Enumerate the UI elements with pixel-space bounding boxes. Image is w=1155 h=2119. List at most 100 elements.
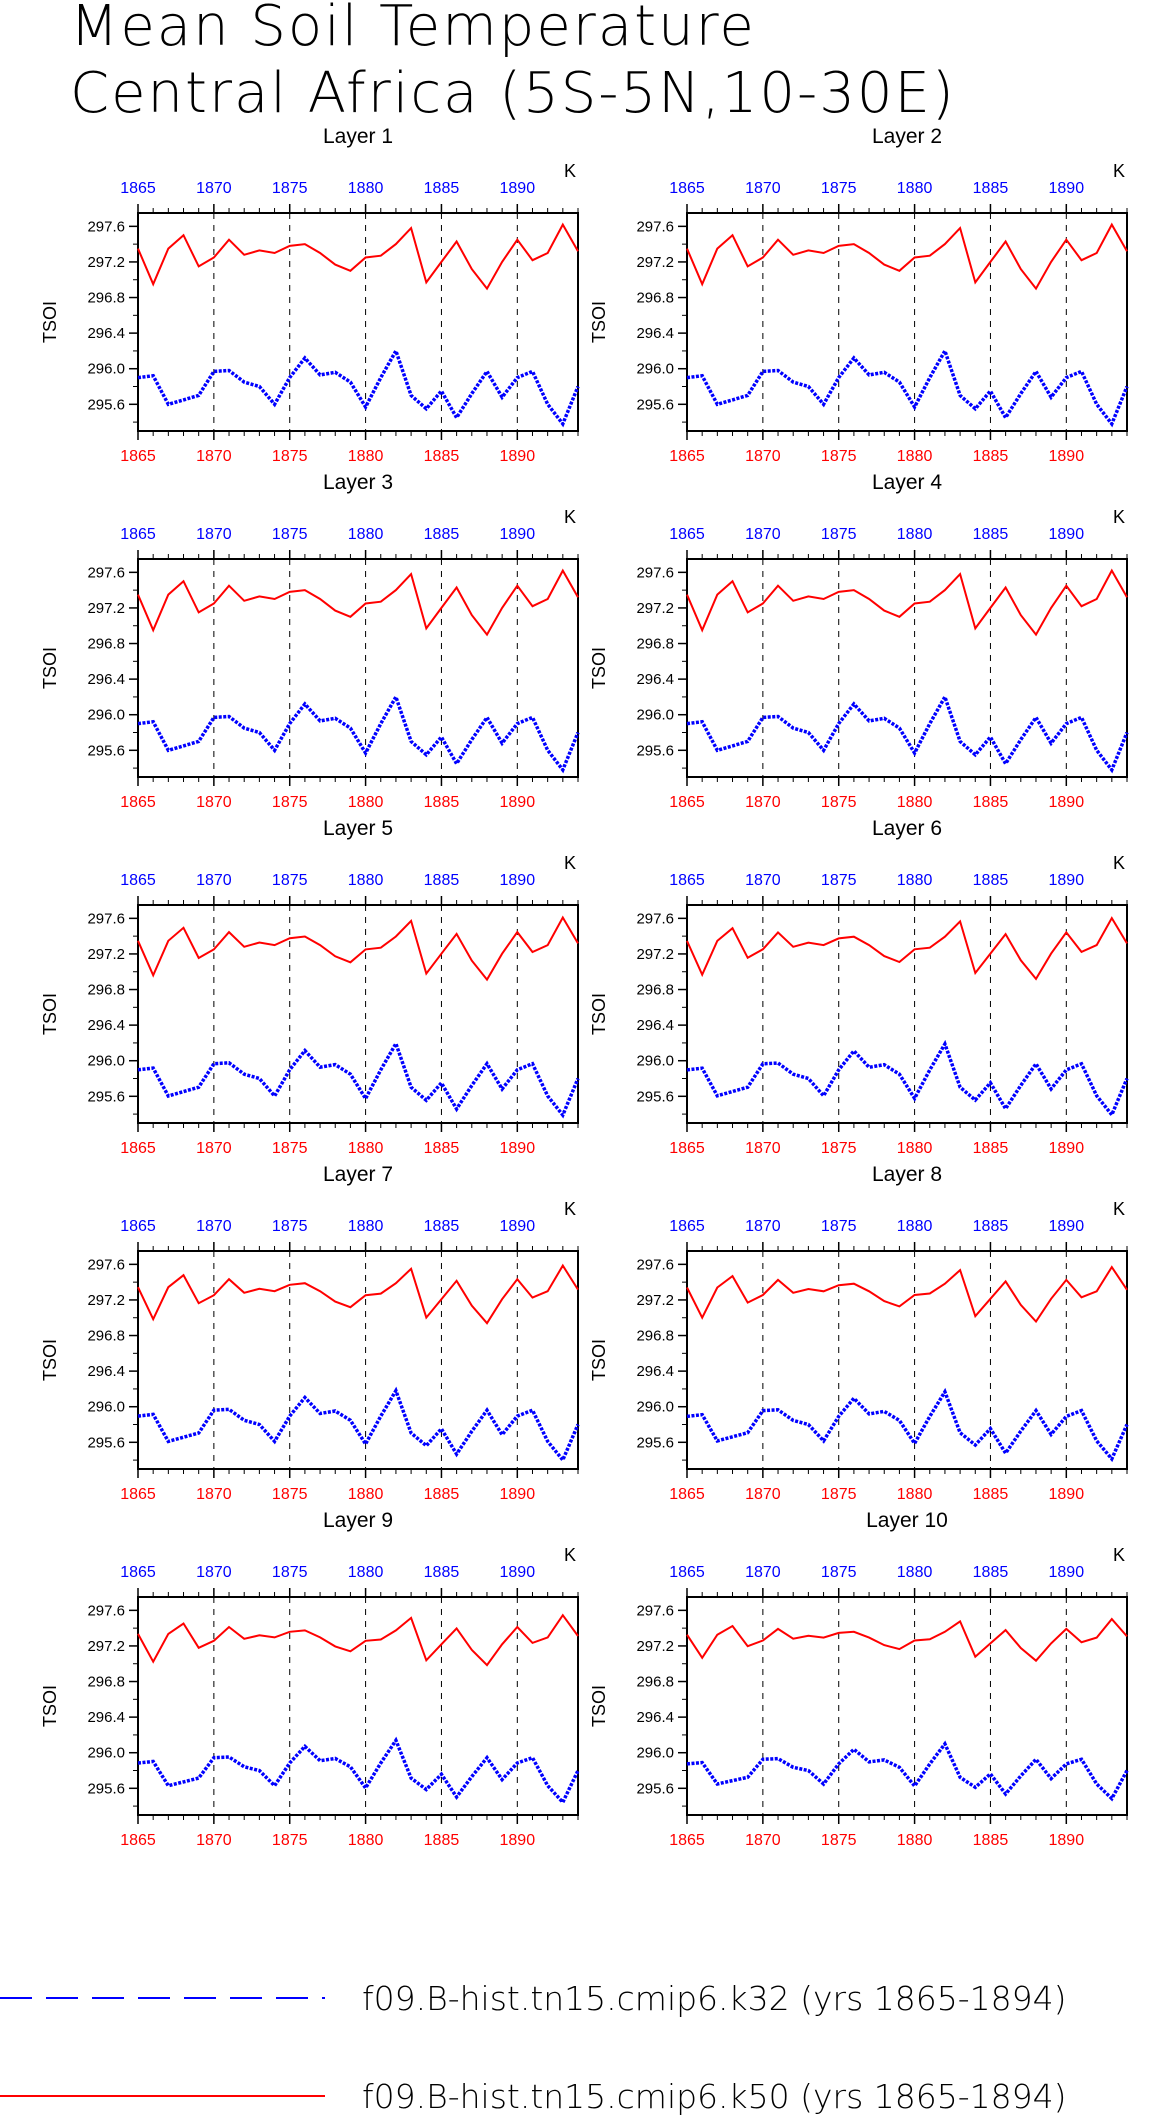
y-axis-label: TSOI bbox=[40, 301, 60, 343]
y-tick-label: 297.2 bbox=[87, 946, 125, 963]
y-tick-label: 296.8 bbox=[87, 1674, 125, 1691]
series-line-k32 bbox=[137, 346, 580, 428]
panel-layer-1: Layer 1 K TSOI 1865 1865 1870 1870 1875 1875 1880… bbox=[40, 125, 580, 465]
y-tick-label: 297.2 bbox=[636, 600, 674, 617]
x-tick-label-bottom: 1890 bbox=[1049, 1140, 1085, 1157]
y-axis-label: TSOI bbox=[589, 1339, 609, 1381]
panel-layer-6: Layer 6 K TSOI 1865 1865 1870 1870 1875 1875 1880… bbox=[589, 817, 1129, 1157]
y-tick-label: 296.0 bbox=[636, 1053, 674, 1070]
y-tick-label: 296.0 bbox=[87, 707, 125, 724]
units-label: K bbox=[564, 1545, 576, 1565]
panel-layer-8: Layer 8 K TSOI 1865 1865 1870 1870 1875 1875 1880… bbox=[589, 1163, 1129, 1503]
y-tick-label: 297.6 bbox=[636, 564, 674, 581]
x-tick-label-top: 1865 bbox=[120, 1564, 156, 1581]
panel-layer-5: Layer 5 K TSOI 1865 1865 1870 1870 1875 1875 1880… bbox=[40, 817, 580, 1157]
panel-title: Layer 8 bbox=[872, 1163, 942, 1186]
y-tick-label: 297.2 bbox=[636, 946, 674, 963]
x-tick-label-bottom: 1885 bbox=[973, 1486, 1009, 1503]
y-axis-label: TSOI bbox=[40, 647, 60, 689]
x-tick-label-bottom: 1875 bbox=[821, 794, 857, 811]
x-tick-label-top: 1890 bbox=[500, 872, 536, 889]
x-tick-label-top: 1890 bbox=[1049, 526, 1085, 543]
panel-title: Layer 1 bbox=[323, 125, 393, 148]
panel-layer-4: Layer 4 K TSOI 1865 1865 1870 1870 1875 1875 1880… bbox=[589, 471, 1129, 811]
units-label: K bbox=[564, 853, 576, 873]
x-tick-label-top: 1890 bbox=[500, 180, 536, 197]
y-tick-label: 296.0 bbox=[636, 1399, 674, 1416]
x-tick-label-top: 1885 bbox=[973, 526, 1009, 543]
units-label: K bbox=[1113, 1545, 1125, 1565]
x-tick-label-bottom: 1880 bbox=[348, 1140, 384, 1157]
y-axis-label: TSOI bbox=[589, 1685, 609, 1727]
figure-title-line-2: Central Africa (5S-5N,10-30E) bbox=[70, 61, 956, 126]
units-label: K bbox=[564, 161, 576, 181]
y-tick-label: 296.4 bbox=[87, 1363, 125, 1380]
y-tick-label: 296.8 bbox=[87, 290, 125, 307]
x-tick-label-bottom: 1870 bbox=[745, 448, 781, 465]
x-tick-label-top: 1865 bbox=[120, 180, 156, 197]
x-tick-label-bottom: 1875 bbox=[272, 1486, 308, 1503]
x-tick-label-top: 1870 bbox=[196, 180, 232, 197]
x-tick-label-bottom: 1875 bbox=[272, 794, 308, 811]
y-tick-label: 297.6 bbox=[636, 910, 674, 927]
series-line-k50 bbox=[686, 568, 1128, 637]
x-tick-label-bottom: 1865 bbox=[120, 1140, 156, 1157]
panel-grid: Layer 1 K TSOI 1865 1865 1870 1870 1875 1875 1880… bbox=[40, 125, 1129, 1849]
y-axis-label: TSOI bbox=[40, 993, 60, 1035]
y-tick-label: 296.8 bbox=[636, 1674, 674, 1691]
y-tick-label: 297.2 bbox=[87, 1638, 125, 1655]
x-tick-label-top: 1875 bbox=[821, 180, 857, 197]
plot-frame bbox=[686, 904, 1128, 1124]
x-tick-label-bottom: 1890 bbox=[500, 1486, 536, 1503]
x-tick-label-bottom: 1880 bbox=[897, 1832, 933, 1849]
x-tick-label-top: 1865 bbox=[120, 872, 156, 889]
panel-layer-9: Layer 9 K TSOI 1865 1865 1870 1870 1875 1875 1880… bbox=[40, 1509, 580, 1849]
x-tick-label-top: 1865 bbox=[120, 526, 156, 543]
panel-layer-3: Layer 3 K TSOI 1865 1865 1870 1870 1875 1875 1880… bbox=[40, 471, 580, 811]
x-tick-label-top: 1890 bbox=[1049, 180, 1085, 197]
y-tick-label: 296.4 bbox=[636, 671, 674, 688]
x-tick-label-bottom: 1865 bbox=[669, 448, 705, 465]
x-tick-label-top: 1870 bbox=[745, 1564, 781, 1581]
x-tick-label-top: 1890 bbox=[1049, 1218, 1085, 1235]
x-tick-label-bottom: 1870 bbox=[745, 1832, 781, 1849]
plot-frame bbox=[137, 212, 579, 432]
plot-frame bbox=[686, 558, 1128, 778]
y-tick-label: 296.4 bbox=[87, 325, 125, 342]
panel-title: Layer 9 bbox=[323, 1509, 393, 1532]
x-tick-label-bottom: 1885 bbox=[973, 1832, 1009, 1849]
x-tick-label-top: 1885 bbox=[424, 872, 460, 889]
x-tick-label-top: 1875 bbox=[821, 1564, 857, 1581]
plot-frame bbox=[137, 1596, 579, 1816]
series-line-k50 bbox=[686, 916, 1128, 981]
x-tick-label-top: 1870 bbox=[745, 872, 781, 889]
series-line-k32 bbox=[686, 346, 1129, 428]
x-tick-label-top: 1870 bbox=[745, 1218, 781, 1235]
x-tick-label-bottom: 1890 bbox=[1049, 1832, 1085, 1849]
x-tick-label-bottom: 1865 bbox=[669, 1140, 705, 1157]
y-axis-label: TSOI bbox=[40, 1685, 60, 1727]
y-tick-label: 295.6 bbox=[636, 396, 674, 413]
y-tick-label: 296.0 bbox=[87, 1399, 125, 1416]
x-tick-label-top: 1865 bbox=[669, 180, 705, 197]
x-tick-label-bottom: 1865 bbox=[120, 1832, 156, 1849]
panel-title: Layer 10 bbox=[866, 1509, 948, 1532]
y-tick-label: 296.4 bbox=[87, 671, 125, 688]
series-line-k50 bbox=[137, 568, 579, 637]
y-tick-label: 295.6 bbox=[87, 1434, 125, 1451]
x-tick-label-top: 1890 bbox=[1049, 872, 1085, 889]
y-tick-label: 296.8 bbox=[87, 1328, 125, 1345]
plot-frame bbox=[137, 1250, 579, 1470]
x-tick-label-bottom: 1865 bbox=[120, 1486, 156, 1503]
y-tick-label: 297.6 bbox=[87, 910, 125, 927]
x-tick-label-top: 1880 bbox=[348, 180, 384, 197]
series-line-k32 bbox=[686, 692, 1129, 774]
y-tick-label: 296.0 bbox=[636, 1745, 674, 1762]
y-tick-label: 296.0 bbox=[87, 1053, 125, 1070]
x-tick-label-top: 1885 bbox=[973, 872, 1009, 889]
x-tick-label-bottom: 1870 bbox=[745, 1486, 781, 1503]
x-tick-label-top: 1865 bbox=[669, 872, 705, 889]
x-tick-label-bottom: 1885 bbox=[973, 1140, 1009, 1157]
y-tick-label: 296.0 bbox=[636, 361, 674, 378]
